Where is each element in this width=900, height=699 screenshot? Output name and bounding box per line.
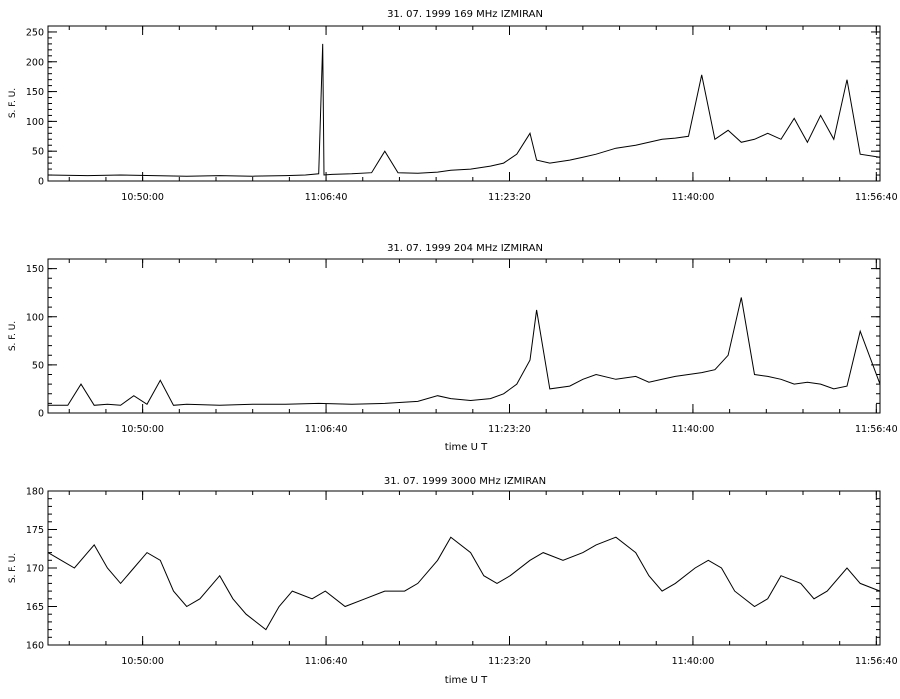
y-axis-label-204mhz: S. F. U. [8, 321, 18, 351]
y-tick-label: 180 [26, 487, 44, 498]
y-tick-label: 100 [26, 312, 44, 323]
chart-title-169mhz: 31. 07. 1999 169 MHz IZMIRAN [387, 9, 543, 20]
x-tick-label: 11:06:40 [305, 656, 348, 667]
chart-title-3000mhz: 31. 07. 1999 3000 MHz IZMIRAN [384, 476, 546, 487]
y-tick-label: 200 [26, 57, 44, 68]
y-tick-label: 50 [32, 360, 44, 371]
plot-frame-204mhz [47, 258, 881, 414]
y-tick-label: 165 [26, 602, 44, 613]
x-tick-label: 11:56:40 [855, 192, 898, 203]
x-tick-label: 11:23:20 [488, 192, 531, 203]
y-tick-label: 175 [26, 525, 44, 536]
x-axis-label-3000mhz: time U T [445, 675, 488, 686]
chart-title-204mhz: 31. 07. 1999 204 MHz IZMIRAN [387, 243, 543, 254]
x-tick-label: 11:40:00 [672, 192, 715, 203]
panel-169mhz: 31. 07. 1999 169 MHz IZMIRAN S. F. U. 10… [8, 9, 898, 203]
y-axis-label-3000mhz: S. F. U. [8, 553, 18, 583]
x-tick-label: 10:50:00 [121, 656, 164, 667]
y-axis-label-169mhz: S. F. U. [8, 88, 18, 118]
panel-3000mhz: 31. 07. 1999 3000 MHz IZMIRAN S. F. U. t… [8, 476, 898, 686]
x-tick-label: 11:40:00 [672, 656, 715, 667]
y-tick-label: 150 [26, 87, 44, 98]
y-tick-label: 100 [26, 117, 44, 128]
x-axis-label-204mhz: time U T [445, 442, 488, 453]
series-line-204mhz [48, 297, 881, 406]
ticks-204mhz: 10:50:00 11:06:40 11:23:20 11:40:00 11:56:40… [26, 258, 898, 435]
x-tick-label: 11:40:00 [672, 424, 715, 435]
y-tick-label: 250 [26, 27, 44, 38]
x-tick-label: 11:06:40 [305, 192, 348, 203]
series-line-3000mhz [47, 536, 881, 631]
ticks-3000mhz: 10:50:00 11:06:40 11:23:20 11:40:00 11:56:40… [26, 487, 898, 668]
x-tick-label: 11:56:40 [855, 656, 898, 667]
marks-204mhz [48, 297, 881, 406]
x-tick-label: 10:50:00 [121, 424, 164, 435]
marks-169mhz [47, 43, 881, 177]
y-tick-label: 150 [26, 264, 44, 275]
y-tick-label: 170 [26, 564, 44, 575]
plot-frame-3000mhz [47, 490, 881, 646]
x-tick-label: 11:23:20 [488, 656, 531, 667]
x-tick-label: 10:50:00 [121, 192, 164, 203]
y-tick-label: 160 [26, 641, 44, 652]
x-tick-label: 11:06:40 [305, 424, 348, 435]
x-tick-label: 11:23:20 [488, 424, 531, 435]
x-tick-label: 11:56:40 [855, 424, 898, 435]
y-tick-label: 50 [32, 147, 44, 158]
panel-204mhz: 31. 07. 1999 204 MHz IZMIRAN S. F. U. ti… [8, 243, 898, 453]
ticks-169mhz: 10:50:00 11:06:40 11:23:20 11:40:00 11:56:40… [26, 25, 898, 203]
plot-frame-169mhz [47, 25, 881, 182]
y-tick-label: 0 [38, 409, 44, 420]
y-tick-label: 0 [38, 177, 44, 188]
marks-3000mhz [47, 536, 881, 631]
series-line-169mhz [47, 43, 881, 177]
